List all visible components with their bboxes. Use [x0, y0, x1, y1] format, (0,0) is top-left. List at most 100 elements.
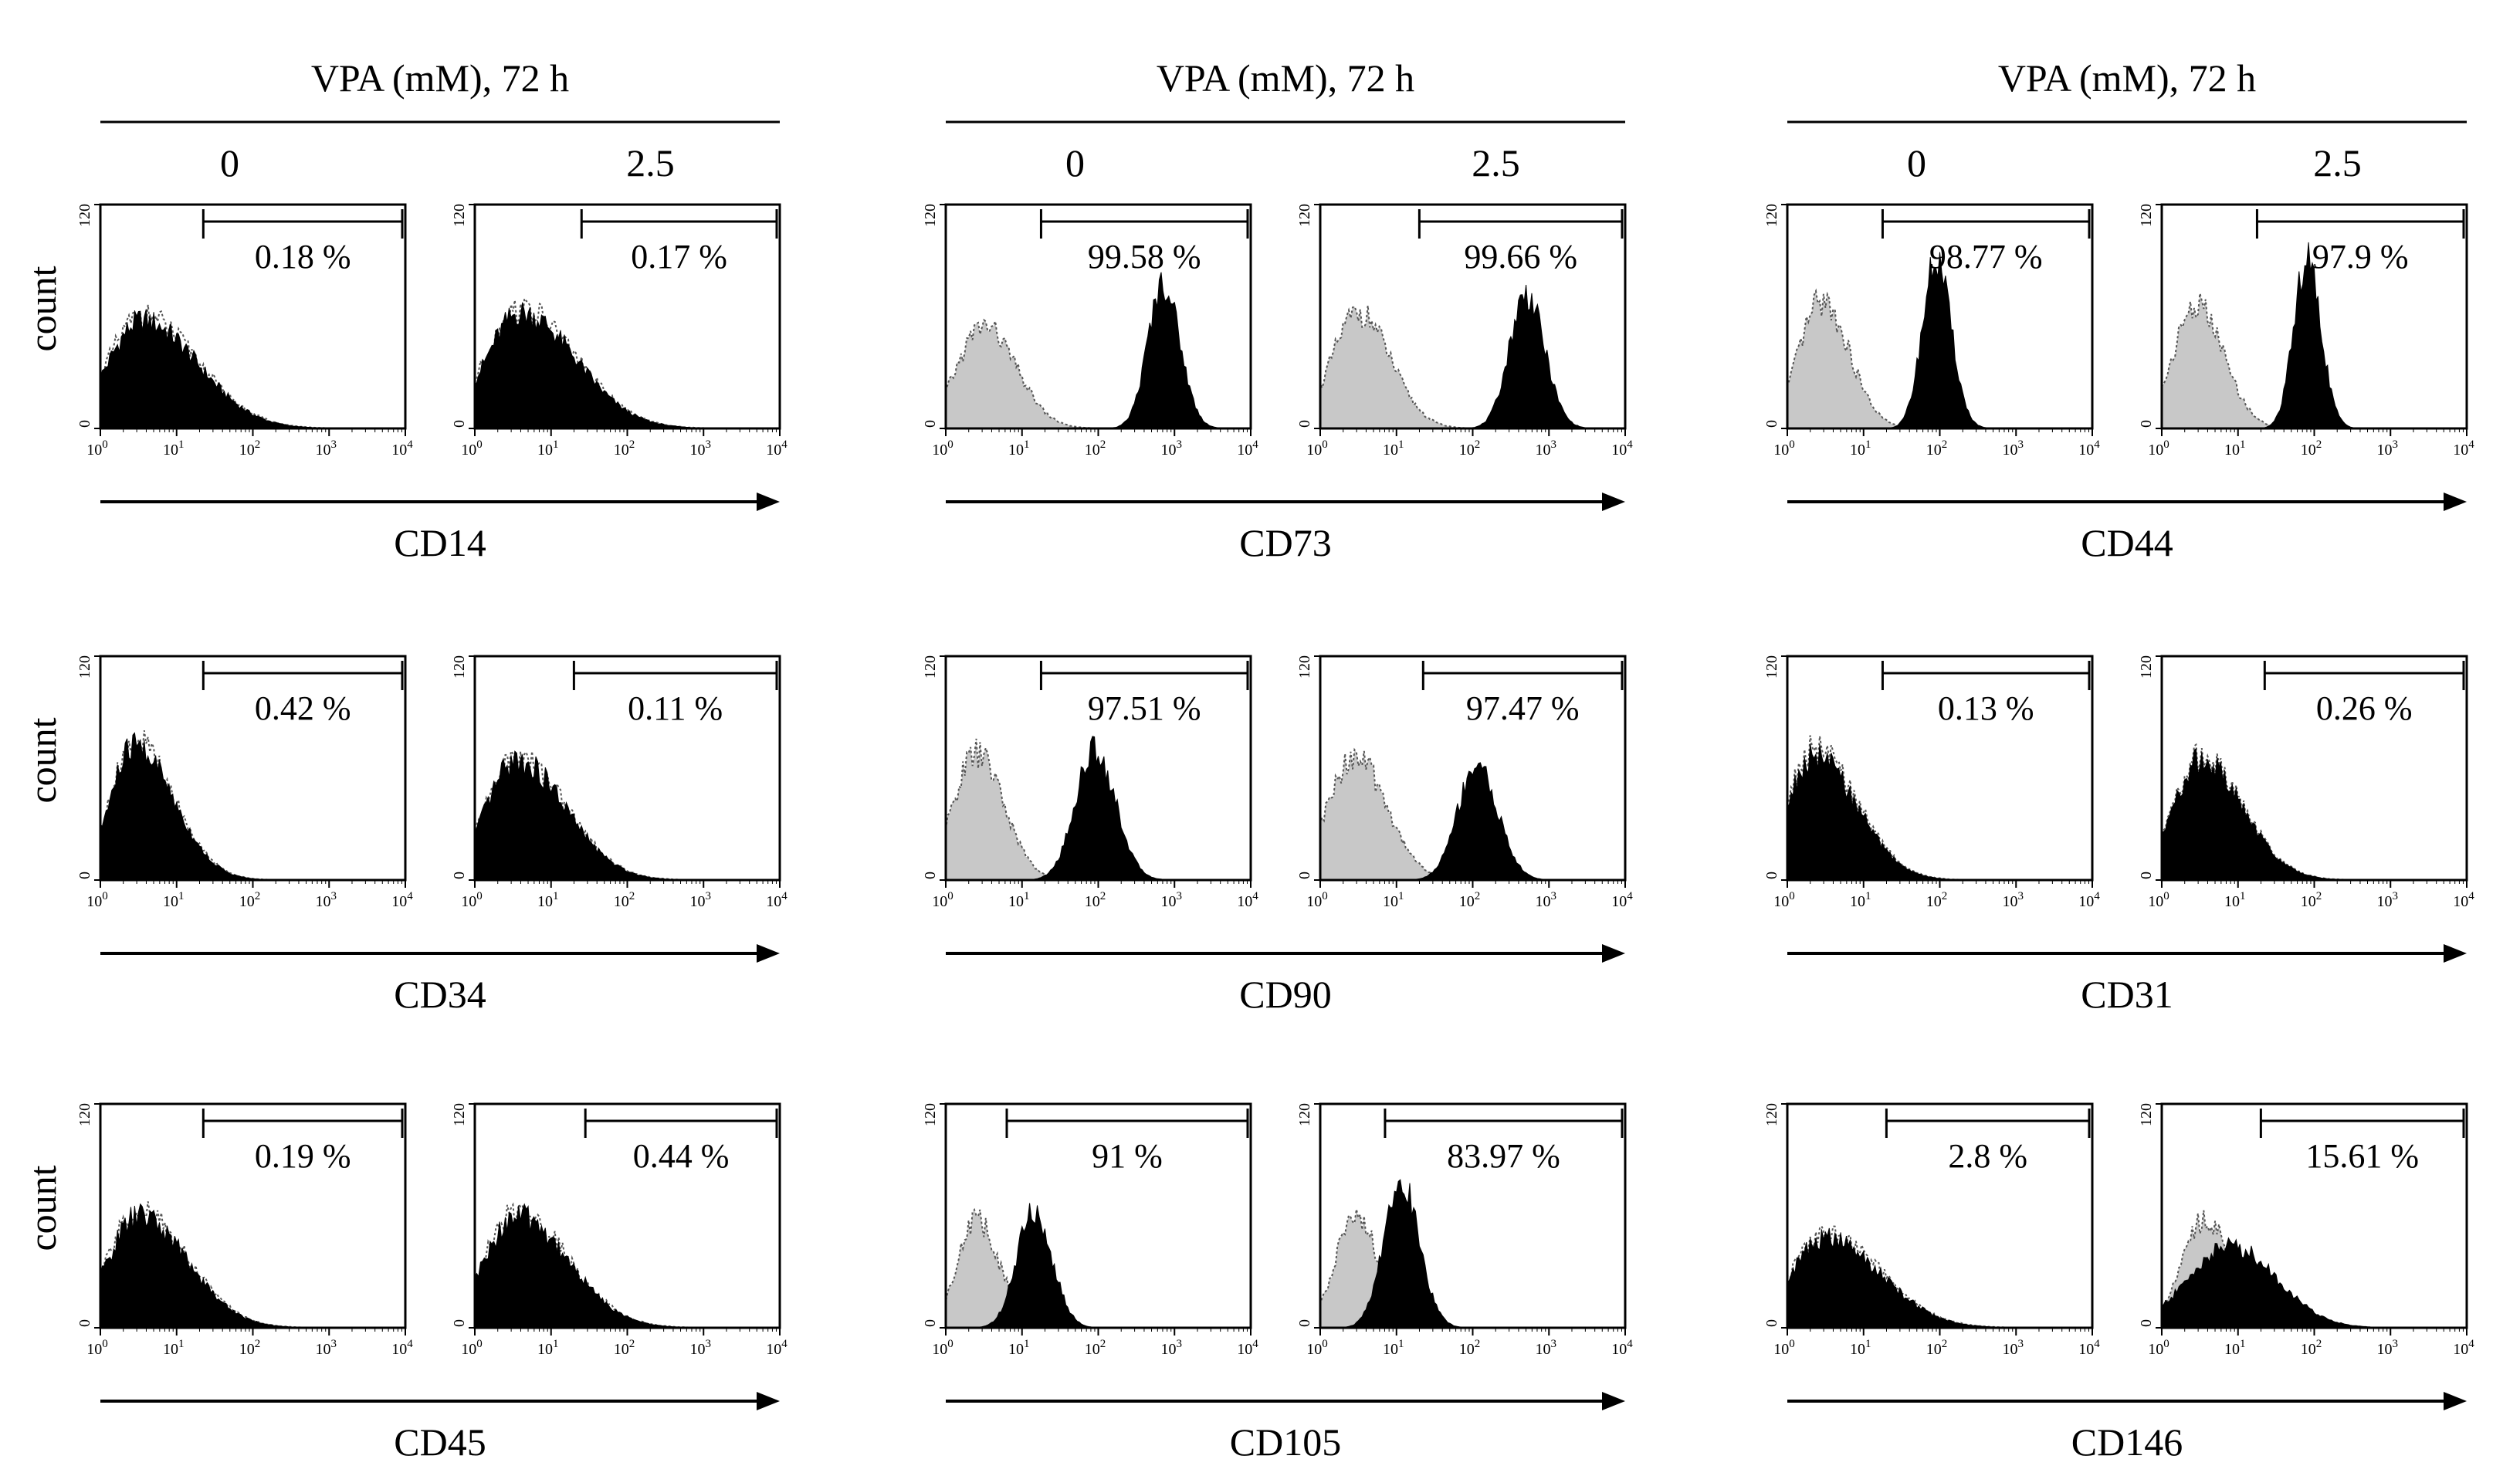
stained-histogram — [1787, 743, 2092, 881]
x-tick-exponent: 0 — [2163, 438, 2169, 451]
x-tick-label: 100 — [932, 1338, 953, 1358]
x-tick-exponent: 1 — [2240, 1338, 2246, 1350]
y-tick-label: 120 — [2138, 204, 2155, 227]
gate-percent-label: 0.17 % — [631, 238, 727, 276]
y-tick-label: 120 — [2138, 1103, 2155, 1126]
x-tick-exponent: 1 — [553, 438, 559, 451]
x-tick-label: 104 — [1237, 438, 1258, 459]
marker-label: CD146 — [2071, 1420, 2183, 1464]
x-tick-label: 103 — [690, 1338, 712, 1358]
x-tick-label: 104 — [2453, 1338, 2474, 1358]
gate-percent-label: 97.51 % — [1088, 689, 1201, 727]
x-tick-exponent: 0 — [1789, 890, 1795, 902]
x-tick-exponent: 3 — [1551, 1338, 1557, 1350]
x-tick-exponent: 3 — [706, 890, 712, 902]
x-tick-exponent: 4 — [2468, 890, 2474, 902]
x-tick-label: 103 — [2377, 438, 2399, 459]
y-tick-label: 120 — [1296, 204, 1313, 227]
y-tick-label: 0 — [1763, 420, 1780, 428]
x-tick-label: 103 — [2003, 438, 2024, 459]
x-tick-exponent: 2 — [1475, 438, 1481, 451]
x-tick-label: 101 — [537, 890, 559, 910]
x-tick-exponent: 1 — [1398, 1338, 1404, 1350]
x-tick-label: 101 — [1008, 890, 1030, 910]
marker-label: CD14 — [394, 521, 486, 564]
y-tick-label: 0 — [922, 872, 939, 879]
x-tick-label: 104 — [1237, 1338, 1258, 1358]
x-tick-exponent: 3 — [2018, 1338, 2024, 1350]
column-title: VPA (mM), 72 h — [1998, 56, 2256, 100]
y-tick-label: 120 — [1763, 1103, 1780, 1126]
x-tick-label: 102 — [1085, 1338, 1106, 1358]
y-tick-label: 120 — [1296, 1103, 1313, 1126]
x-tick-label: 104 — [2453, 438, 2474, 459]
y-tick-label: 120 — [1763, 204, 1780, 227]
y-tick-label: 0 — [2138, 872, 2155, 879]
x-tick-exponent: 1 — [553, 1338, 559, 1350]
x-tick-label: 100 — [2148, 1338, 2169, 1358]
x-tick-exponent: 4 — [2468, 1338, 2474, 1350]
gate-percent-label: 99.58 % — [1088, 238, 1201, 276]
x-tick-label: 100 — [1773, 438, 1795, 459]
x-tick-label: 101 — [537, 1338, 559, 1358]
marker-label: CD34 — [394, 973, 486, 1016]
x-tick-exponent: 1 — [2240, 890, 2246, 902]
x-tick-label: 102 — [1459, 438, 1481, 459]
x-tick-label: 104 — [766, 890, 788, 910]
x-tick-exponent: 3 — [2018, 890, 2024, 902]
x-tick-exponent: 1 — [1024, 890, 1030, 902]
x-tick-exponent: 4 — [2094, 890, 2100, 902]
gate-percent-label: 0.18 % — [255, 238, 351, 276]
x-tick-exponent: 3 — [706, 438, 712, 451]
gate-percent-label: 0.26 % — [2316, 689, 2413, 727]
x-tick-label: 102 — [1926, 890, 1948, 910]
x-tick-exponent: 0 — [1322, 890, 1328, 902]
x-tick-label: 100 — [86, 438, 108, 459]
x-tick-label: 100 — [2148, 890, 2169, 910]
x-tick-label: 100 — [86, 890, 108, 910]
x-tick-label: 104 — [391, 438, 413, 459]
x-tick-exponent: 1 — [1398, 890, 1404, 902]
y-axis-label: count — [21, 1165, 64, 1251]
x-tick-exponent: 4 — [1252, 438, 1258, 451]
arrow-head — [2444, 493, 2467, 511]
x-tick-label: 102 — [614, 1338, 635, 1358]
y-tick-label: 0 — [451, 872, 468, 879]
x-tick-label: 103 — [690, 890, 712, 910]
x-tick-label: 103 — [316, 438, 337, 459]
x-tick-label: 100 — [461, 890, 483, 910]
arrow-head — [2444, 944, 2467, 963]
x-tick-exponent: 2 — [1942, 1338, 1948, 1350]
x-tick-exponent: 4 — [1627, 890, 1633, 902]
x-tick-exponent: 3 — [1551, 438, 1557, 451]
stained-histogram — [100, 732, 405, 881]
isotype-histogram — [945, 1207, 1251, 1329]
x-tick-label: 103 — [1536, 1338, 1557, 1358]
x-tick-label: 101 — [1850, 438, 1871, 459]
x-tick-label: 103 — [2003, 1338, 2024, 1358]
gate-percent-label: 0.11 % — [628, 689, 723, 727]
x-tick-exponent: 4 — [2094, 438, 2100, 451]
x-tick-exponent: 1 — [1865, 1338, 1871, 1350]
gate-percent-label: 15.61 % — [2305, 1137, 2419, 1175]
x-tick-label: 104 — [391, 1338, 413, 1358]
x-tick-exponent: 3 — [2393, 1338, 2399, 1350]
stained-histogram — [474, 750, 780, 881]
x-tick-label: 103 — [1161, 438, 1183, 459]
x-tick-label: 102 — [1085, 438, 1106, 459]
y-tick-label: 0 — [1763, 1319, 1780, 1327]
condition-label: 2.5 — [1472, 141, 1520, 184]
x-tick-exponent: 1 — [553, 890, 559, 902]
y-tick-label: 120 — [451, 655, 468, 679]
x-tick-exponent: 1 — [1865, 438, 1871, 451]
